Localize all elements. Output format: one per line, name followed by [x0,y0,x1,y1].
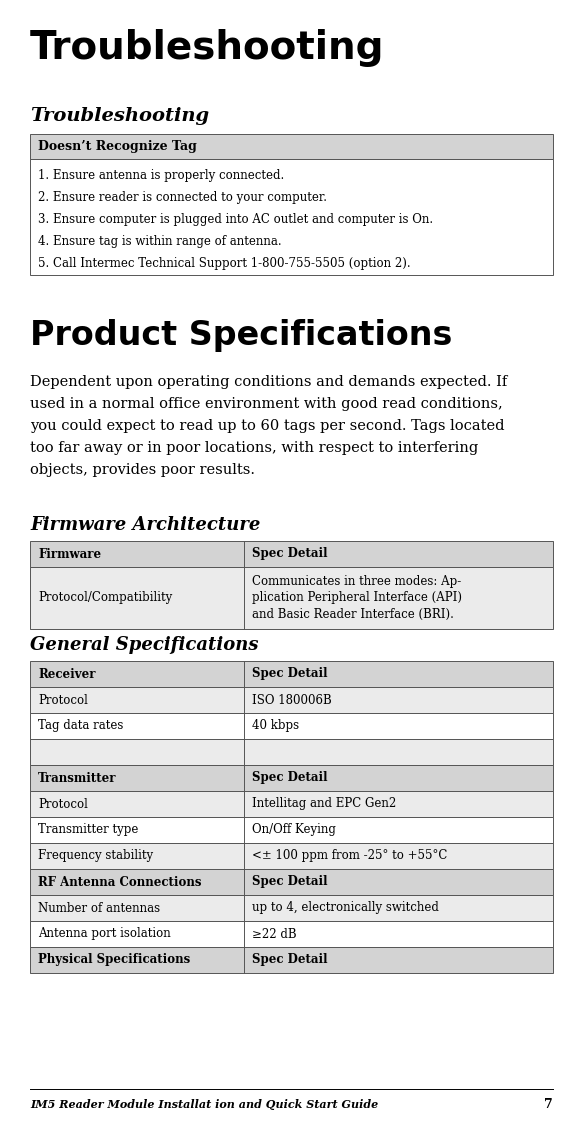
Text: Transmitter type: Transmitter type [38,823,138,837]
Text: 5. Call Intermec Technical Support 1-800-755-5505 (option 2).: 5. Call Intermec Technical Support 1-800… [38,257,410,271]
Text: Protocol: Protocol [38,693,88,707]
Text: Antenna port isolation: Antenna port isolation [38,928,171,940]
Text: too far away or in poor locations, with respect to interfering: too far away or in poor locations, with … [30,441,478,455]
Bar [30,660,553,688]
Text: used in a normal office environment with good read conditions,: used in a normal office environment with… [30,397,503,411]
Text: 3. Ensure computer is plugged into AC outlet and computer is On.: 3. Ensure computer is plugged into AC ou… [38,213,433,227]
Bar [30,921,553,947]
Text: RF Antenna Connections: RF Antenna Connections [38,875,202,889]
Bar [30,739,553,765]
Text: Spec Detail: Spec Detail [252,875,328,889]
Text: objects, provides poor results.: objects, provides poor results. [30,463,255,476]
Bar [30,895,553,921]
Bar [30,159,553,275]
Text: Transmitter: Transmitter [38,771,117,785]
Text: Physical Specifications: Physical Specifications [38,954,190,966]
Bar [30,843,553,869]
Bar [30,817,553,843]
Text: 40 kbps: 40 kbps [252,719,300,733]
Bar [30,791,553,817]
Text: you could expect to read up to 60 tags per second. Tags located: you could expect to read up to 60 tags p… [30,419,504,434]
Text: 7: 7 [545,1097,553,1111]
Text: ISO 180006B: ISO 180006B [252,693,332,707]
Bar [30,765,553,791]
Bar [30,869,553,895]
Text: On/Off Keying: On/Off Keying [252,823,336,837]
Text: up to 4, electronically switched: up to 4, electronically switched [252,901,440,914]
Text: IM5 Reader Module Installat ion and Quick Start Guide: IM5 Reader Module Installat ion and Quic… [30,1099,378,1110]
Text: Firmware Architecture: Firmware Architecture [30,516,261,534]
Text: 1. Ensure antenna is properly connected.: 1. Ensure antenna is properly connected. [38,169,285,183]
Text: Troubleshooting: Troubleshooting [30,107,209,125]
Text: General Specifications: General Specifications [30,636,258,654]
Text: Tag data rates: Tag data rates [38,719,124,733]
Text: Spec Detail: Spec Detail [252,954,328,966]
Text: Frequency stability: Frequency stability [38,849,153,863]
Bar [30,688,553,714]
Text: <± 100 ppm from -25° to +55°C: <± 100 ppm from -25° to +55°C [252,849,448,863]
Text: Receiver: Receiver [38,667,96,681]
Text: Number of antennas: Number of antennas [38,901,160,914]
Text: Intellitag and EPC Gen2: Intellitag and EPC Gen2 [252,797,396,811]
Bar [30,714,553,739]
Text: Troubleshooting: Troubleshooting [30,29,385,67]
Text: Firmware: Firmware [38,548,101,560]
Bar [30,541,553,567]
Bar [30,947,553,973]
Text: Dependent upon operating conditions and demands expected. If: Dependent upon operating conditions and … [30,375,507,390]
Text: Protocol: Protocol [38,797,88,811]
Text: ≥22 dB: ≥22 dB [252,928,297,940]
Text: Protocol/Compatibility: Protocol/Compatibility [38,592,172,604]
Bar [30,567,553,629]
Text: Product Specifications: Product Specifications [30,318,452,351]
Text: Doesn’t Recognize Tag: Doesn’t Recognize Tag [38,140,197,154]
Text: Communicates in three modes: Ap-
plication Peripheral Interface (API)
and Basic : Communicates in three modes: Ap- plicati… [252,575,462,621]
Text: 2. Ensure reader is connected to your computer.: 2. Ensure reader is connected to your co… [38,192,327,204]
Bar [30,134,553,159]
Text: 4. Ensure tag is within range of antenna.: 4. Ensure tag is within range of antenna… [38,236,282,248]
Text: Spec Detail: Spec Detail [252,548,328,560]
Text: Spec Detail: Spec Detail [252,667,328,681]
Text: Spec Detail: Spec Detail [252,771,328,785]
